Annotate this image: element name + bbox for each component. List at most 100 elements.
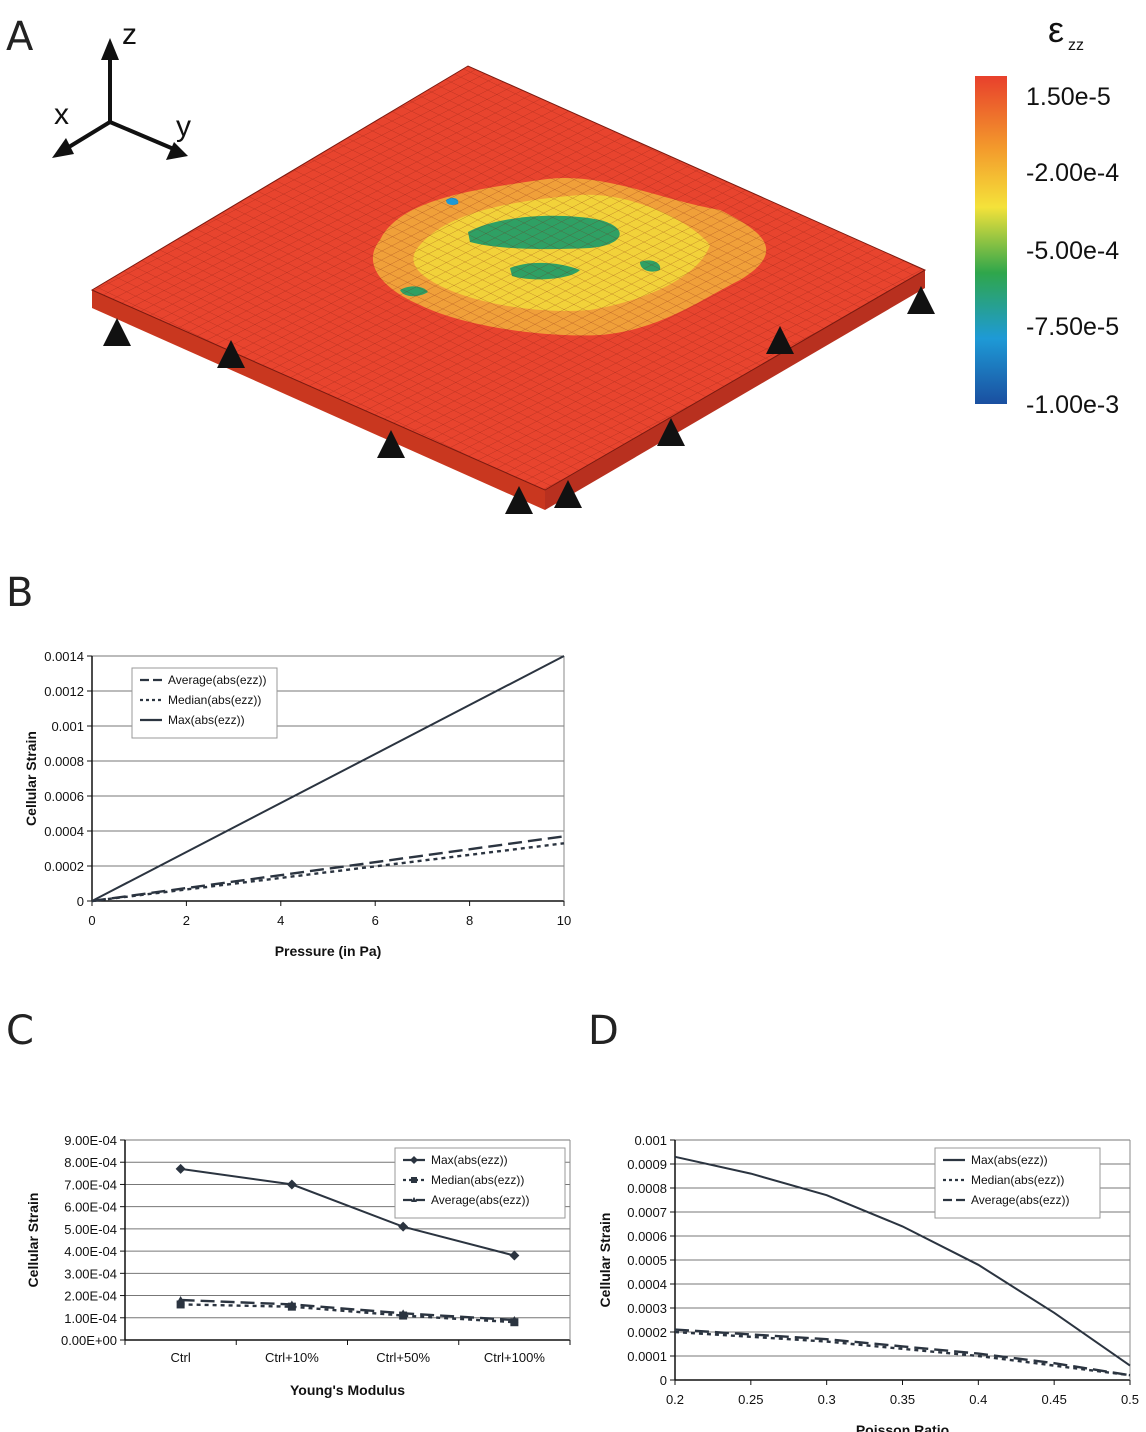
y-tick-label: 0.0012 [44,684,84,699]
y-tick-label: 0.0006 [627,1229,667,1244]
x-tick-label: 0.2 [666,1392,684,1407]
y-tick-label: 2.00E-04 [64,1289,117,1304]
colorbar: ε zz 1.50e-5 -2.00e-4 -5.00e-4 -7.50e-5 -1.0… [975,9,1119,419]
legend-label: Average(abs(ezz)) [971,1193,1069,1207]
legend-marker [410,1156,418,1164]
y-tick-label: 5.00E-04 [64,1222,117,1237]
support-marker [657,418,685,446]
y-tick-label: 0.0004 [44,824,84,839]
legend-label: Max(abs(ezz)) [971,1153,1048,1167]
y-tick-label: 0.0006 [44,789,84,804]
data-point-marker [399,1309,408,1317]
y-axis-title: Cellular Strain [597,1213,613,1308]
support-marker [103,318,131,346]
y-axis-arrow [109,120,177,152]
legend-label: Max(abs(ezz)) [168,713,245,727]
x-tick-label: Ctrl [171,1350,191,1365]
support-marker [217,340,245,368]
x-tick-label: 0.35 [890,1392,915,1407]
colorbar-tick-label: -1.00e-3 [1026,391,1119,419]
series-line-median [674,1330,1131,1377]
data-point-marker [176,1300,185,1309]
x-tick-label: 0 [88,913,95,928]
y-axis-title: Cellular Strain [23,731,39,826]
series-line-max [674,1155,1131,1367]
y-tick-label: 0.0008 [627,1181,667,1196]
x-tick-label: Ctrl+100% [484,1350,545,1365]
legend-label: Median(abs(ezz)) [431,1173,524,1187]
x-axis-title: Young's Modulus [290,1382,405,1398]
panel-label-c: C [6,1008,34,1054]
colorbar-tick-label: 1.50e-5 [1026,83,1111,111]
y-tick-label: 0.0004 [627,1277,667,1292]
legend-label: Median(abs(ezz)) [971,1173,1064,1187]
colorbar-gradient [975,76,1007,404]
colorbar-tick-label: -2.00e-4 [1026,159,1119,187]
data-point-marker [287,1300,296,1308]
x-tick-label: 10 [557,913,571,928]
x-tick-label: 0.25 [738,1392,763,1407]
series-line-average [674,1328,1131,1377]
data-point-marker [510,1316,519,1323]
x-tick-label: 8 [466,913,473,928]
colorbar-tick-label: -5.00e-4 [1026,237,1119,265]
axis-triad [52,38,188,160]
support-marker [377,430,405,458]
y-tick-label: 8.00E-04 [64,1155,117,1170]
support-marker [766,326,794,354]
y-tick-label: 0.0007 [627,1205,667,1220]
support-marker [554,480,582,508]
data-point-marker [175,1163,186,1174]
series-line-median [180,1303,515,1324]
series-line-max [91,655,565,902]
y-tick-label: 0.0003 [627,1301,667,1316]
x-tick-label: 0.45 [1042,1392,1067,1407]
y-tick-label: 1.00E-04 [64,1311,117,1326]
y-tick-label: 0 [660,1373,667,1388]
y-tick-label: 4.00E-04 [64,1244,117,1259]
y-tick-label: 0.0002 [627,1325,667,1340]
y-tick-label: 6.00E-04 [64,1200,117,1215]
y-tick-label: 0.0008 [44,754,84,769]
x-tick-label: 4 [277,913,284,928]
x-axis-title: Poisson Ratio [856,1422,949,1432]
x-tick-label: 0.4 [969,1392,987,1407]
x-tick-label: 6 [372,913,379,928]
legend-marker [411,1177,417,1183]
y-axis-label: y [176,110,191,143]
x-axis-label: x [54,98,69,131]
legend: Max(abs(ezz)) Median(abs(ezz)) Average(abs… [934,1147,1101,1219]
panel-label-a: A [6,14,34,60]
legend-label: Max(abs(ezz)) [431,1153,508,1167]
x-tick-label: 2 [183,913,190,928]
y-tick-label: 0.00E+00 [61,1333,117,1348]
y-tick-label: 0.001 [51,719,84,734]
colorbar-title: ε [1048,9,1064,50]
y-tick-label: 0.0002 [44,859,84,874]
y-tick-label: 0.0014 [44,649,84,664]
data-point-marker [509,1250,520,1261]
panel-label-d: D [588,1008,619,1054]
y-axis-title: Cellular Strain [25,1193,41,1288]
x-axis-title: Pressure (in Pa) [275,943,382,959]
support-marker [907,286,935,314]
y-tick-label: 0.0009 [627,1157,667,1172]
y-tick-label: 9.00E-04 [64,1133,117,1148]
data-point-marker [176,1296,185,1303]
y-tick-label: 0.001 [634,1133,667,1148]
legend-marker [411,1197,417,1202]
panel-label-b: B [6,570,34,616]
x-axis-arrow [62,120,112,152]
y-tick-label: 7.00E-04 [64,1177,117,1192]
colorbar-tick-label: -7.50e-5 [1026,313,1119,341]
y-tick-label: 0.0001 [627,1349,667,1364]
chart-d: 0 0.0001 0.0002 0.0003 0.0004 0.0005 0.0006 0.0… [597,1133,1139,1432]
y-tick-label: 0 [77,894,84,909]
legend: Average(abs(ezz)) Median(abs(ezz)) Max(abs… [131,667,278,739]
y-tick-label: 0.0005 [627,1253,667,1268]
legend-label: Median(abs(ezz)) [168,693,261,707]
panel-a-mesh-figure: z x y ε zz 1.50e-5 -2.00e-4 -5.00e-4 -7.50e… [52,9,1119,514]
x-tick-label: 0.5 [1121,1392,1139,1407]
series-line-average [91,835,565,903]
data-point-marker [398,1221,409,1232]
